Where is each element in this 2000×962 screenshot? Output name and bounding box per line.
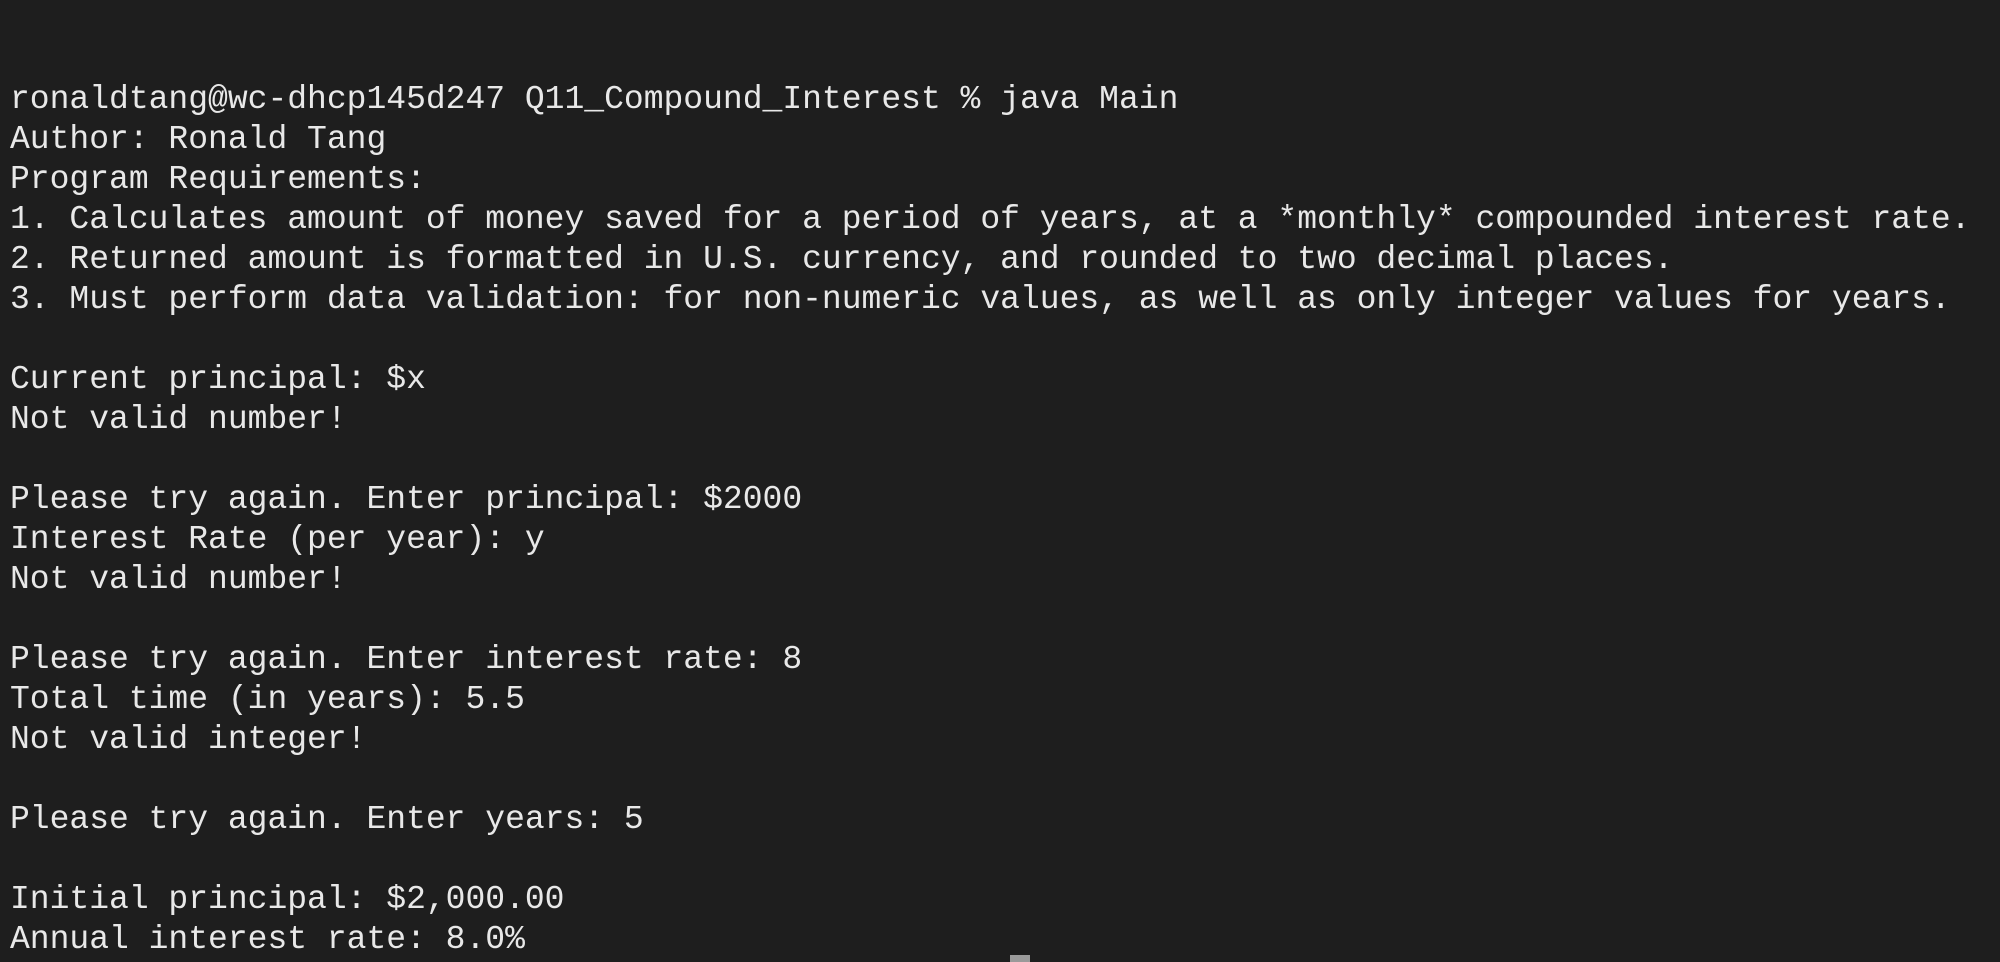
output-line: 2. Returned amount is formatted in U.S. …	[10, 241, 1674, 278]
output-line: Annual interest rate: 8.0%	[10, 921, 525, 958]
output-line: Author: Ronald Tang	[10, 121, 387, 158]
output-line: Initial principal: $2,000.00	[10, 881, 565, 918]
output-block: Initial principal: $2,000.00 Annual inter…	[10, 880, 2000, 962]
output-block: Please try again. Enter interest rate: 8…	[10, 640, 2000, 760]
output-block: Please try again. Enter principal: $2000…	[10, 480, 2000, 600]
output-line: Not valid number!	[10, 561, 347, 598]
output-line: Current principal: $x	[10, 361, 426, 398]
output-line: Total time (in years): 5.5	[10, 681, 525, 718]
output-line: Please try again. Enter principal: $2000	[10, 481, 803, 518]
cursor	[1010, 955, 1030, 962]
output-block: Current principal: $x Not valid number!	[10, 360, 2000, 440]
output-line: Not valid number!	[10, 401, 347, 438]
output-line: ronaldtang@wc-dhcp145d247 Q11_Compound_I…	[10, 81, 1179, 118]
output-line: Program Requirements:	[10, 161, 426, 198]
output-line: Please try again. Enter interest rate: 8	[10, 641, 803, 678]
output-block: Please try again. Enter years: 5	[10, 800, 2000, 840]
output-line: 3. Must perform data validation: for non…	[10, 281, 1951, 318]
output-block: ronaldtang@wc-dhcp145d247 Q11_Compound_I…	[10, 80, 2000, 320]
output-line: 1. Calculates amount of money saved for …	[10, 201, 1971, 238]
output-line: Interest Rate (per year): y	[10, 521, 545, 558]
output-line: Not valid integer!	[10, 721, 367, 758]
output-line: Please try again. Enter years: 5	[10, 801, 644, 838]
